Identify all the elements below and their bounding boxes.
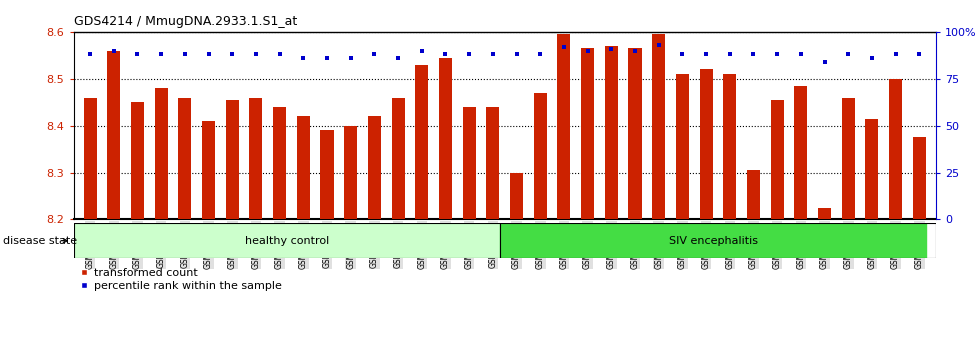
Bar xyxy=(83,97,97,219)
Point xyxy=(343,55,359,61)
Bar xyxy=(131,102,144,219)
Point xyxy=(129,52,145,57)
Bar xyxy=(865,119,878,219)
Point xyxy=(816,59,832,65)
Point xyxy=(556,44,571,50)
Point xyxy=(177,52,193,57)
Bar xyxy=(889,79,903,219)
Point xyxy=(651,42,666,48)
Bar xyxy=(581,48,594,219)
Bar xyxy=(155,88,168,219)
Bar xyxy=(818,208,831,219)
Point xyxy=(864,55,880,61)
Bar xyxy=(439,58,452,219)
Bar xyxy=(723,74,736,219)
Point xyxy=(722,52,738,57)
Point xyxy=(888,52,904,57)
Point xyxy=(296,55,312,61)
Point xyxy=(769,52,785,57)
Point xyxy=(532,52,548,57)
Bar xyxy=(74,223,500,258)
Point xyxy=(153,52,169,57)
Bar xyxy=(500,223,926,258)
Text: SIV encephalitis: SIV encephalitis xyxy=(668,236,758,246)
Text: GDS4214 / MmugDNA.2933.1.S1_at: GDS4214 / MmugDNA.2933.1.S1_at xyxy=(74,15,297,28)
Bar xyxy=(463,107,475,219)
Bar xyxy=(250,97,263,219)
Bar xyxy=(558,34,570,219)
Bar xyxy=(795,86,808,219)
Bar xyxy=(320,130,333,219)
Bar xyxy=(225,100,239,219)
Bar xyxy=(107,51,121,219)
Point xyxy=(746,52,761,57)
Point xyxy=(674,52,690,57)
Bar xyxy=(770,100,784,219)
Point xyxy=(604,46,619,52)
Bar xyxy=(344,126,358,219)
Point xyxy=(390,55,406,61)
Bar xyxy=(700,69,712,219)
Bar xyxy=(486,107,500,219)
Text: healthy control: healthy control xyxy=(245,236,329,246)
Point xyxy=(911,52,927,57)
Point xyxy=(201,52,217,57)
Point xyxy=(271,52,287,57)
Point xyxy=(224,52,240,57)
Point xyxy=(841,52,857,57)
Bar xyxy=(842,97,855,219)
Bar xyxy=(178,97,191,219)
Point xyxy=(485,52,501,57)
Point xyxy=(438,52,454,57)
Bar xyxy=(273,107,286,219)
Bar xyxy=(652,34,665,219)
Point xyxy=(319,55,335,61)
Point xyxy=(106,48,122,53)
Bar xyxy=(628,48,642,219)
Point xyxy=(580,48,596,53)
Bar xyxy=(605,46,617,219)
Point xyxy=(82,52,98,57)
Point xyxy=(698,52,713,57)
Point xyxy=(462,52,477,57)
Point xyxy=(248,52,264,57)
Bar xyxy=(202,121,215,219)
Bar xyxy=(416,65,428,219)
Bar xyxy=(297,116,310,219)
Point xyxy=(367,52,382,57)
Bar xyxy=(676,74,689,219)
Bar xyxy=(510,172,523,219)
Bar xyxy=(912,137,926,219)
Bar xyxy=(368,116,381,219)
Point xyxy=(627,48,643,53)
Text: disease state: disease state xyxy=(3,236,77,246)
Point xyxy=(509,52,524,57)
Bar xyxy=(392,97,405,219)
Bar xyxy=(747,170,760,219)
Bar xyxy=(534,93,547,219)
Point xyxy=(414,48,429,53)
Legend: transformed count, percentile rank within the sample: transformed count, percentile rank withi… xyxy=(79,268,281,291)
Point xyxy=(793,52,808,57)
